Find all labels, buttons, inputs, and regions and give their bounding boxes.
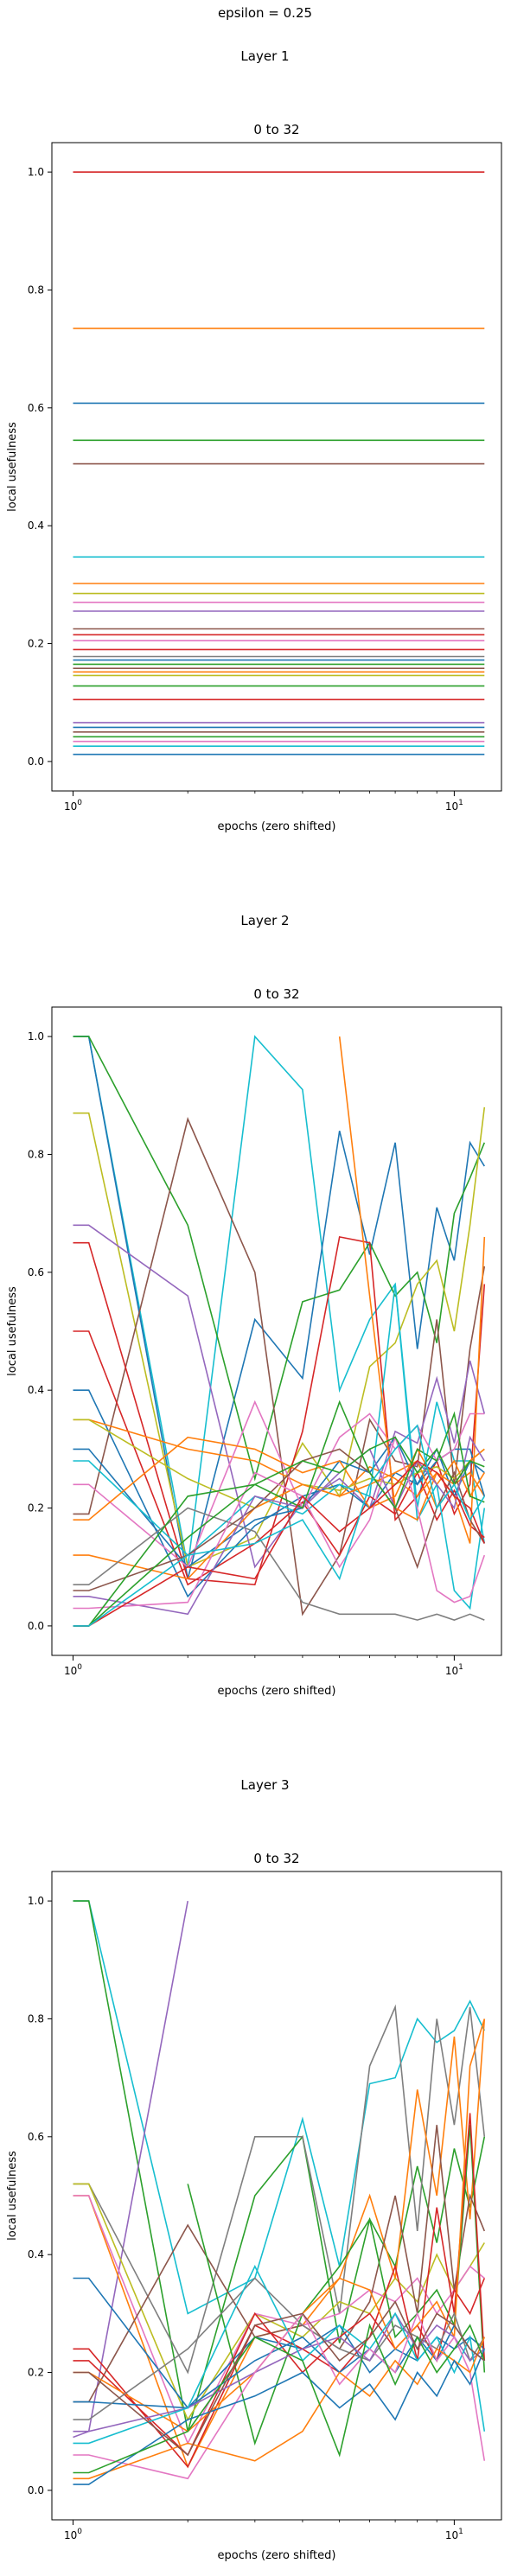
series-line-5 — [73, 1117, 486, 1616]
series-line-18 — [73, 1507, 485, 1621]
chart-title: 0 to 32 — [253, 122, 299, 137]
series-line-3 — [73, 1900, 188, 2439]
x-tick-label: 100 — [64, 2528, 82, 2541]
y-tick-label: 1.0 — [28, 1030, 44, 1043]
series-line-20 — [73, 2348, 486, 2485]
layer-1-title: Layer 1 — [240, 48, 290, 64]
y-tick-label: 0.4 — [28, 1384, 44, 1396]
chart-title: 0 to 32 — [253, 1851, 299, 1866]
series-line-13 — [73, 2018, 486, 2433]
series-line-19 — [73, 2337, 486, 2480]
x-axis-label: epochs (zero shifted) — [218, 820, 336, 833]
series-line-23 — [73, 1400, 485, 1627]
y-tick-label: 0.4 — [28, 520, 44, 532]
series-line-21 — [73, 2323, 486, 2474]
series-line-16 — [338, 1036, 486, 1544]
x-tick-label: 101 — [445, 799, 463, 813]
plot-frame — [51, 142, 502, 792]
layer-2-title: Layer 2 — [240, 913, 290, 928]
series-line-4 — [73, 2004, 486, 2375]
figure-suptitle: epsilon = 0.25 — [217, 5, 313, 21]
series-line-22 — [73, 2300, 485, 2457]
y-tick-label: 0.6 — [28, 1266, 44, 1278]
y-tick-label: 1.0 — [28, 1895, 44, 1907]
series-group — [73, 171, 485, 756]
y-tick-label: 0.0 — [28, 2484, 44, 2496]
layer-1-chart: 0 to 32 0.0 0.2 0.4 0.6 0.8 1.0 100 101 epochs (z… — [6, 122, 502, 833]
plot-frame — [51, 1871, 502, 2521]
y-tick-label: 0.6 — [28, 2131, 44, 2143]
x-axis-label: epochs (zero shifted) — [218, 2549, 336, 2562]
y-axis-label: local usefulness — [6, 422, 19, 512]
series-group — [73, 1900, 486, 2485]
y-tick-label: 0.8 — [28, 284, 44, 296]
y-axis-label: local usefulness — [6, 1286, 19, 1376]
y-tick-label: 0.8 — [28, 1148, 44, 1160]
series-line-4 — [73, 1106, 486, 1568]
x-axis-label: epochs (zero shifted) — [218, 1685, 336, 1698]
x-tick-label: 101 — [445, 1663, 463, 1677]
series-line-11 — [73, 1419, 485, 1509]
series-line-2 — [73, 1036, 485, 1579]
chart-title: 0 to 32 — [253, 986, 299, 1002]
y-tick-label: 0.6 — [28, 402, 44, 414]
y-axis-label: local usefulness — [6, 2151, 19, 2241]
series-line-25 — [73, 1424, 485, 1627]
layer-3-title: Layer 3 — [240, 1777, 290, 1793]
series-line-12 — [73, 2278, 486, 2457]
layer-3-chart: 0 to 32 0.0 0.2 0.4 0.6 0.8 1.0 100 101 epochs (z… — [6, 1851, 502, 2562]
series-line-6 — [73, 1224, 486, 1569]
y-tick-label: 0.0 — [28, 1620, 44, 1632]
y-tick-label: 0.2 — [28, 1502, 44, 1514]
series-line-18 — [73, 2311, 486, 2480]
x-tick-label: 101 — [445, 2528, 463, 2541]
y-tick-label: 0.8 — [28, 2012, 44, 2024]
plot-frame — [51, 1006, 502, 1656]
series-group — [73, 1035, 486, 1627]
series-line-24 — [73, 1459, 486, 1627]
layer-2-chart: 0 to 32 0.0 0.2 0.4 0.6 0.8 1.0 100 101 epochs (z… — [6, 986, 502, 1698]
y-tick-label: 0.2 — [28, 638, 44, 650]
x-tick-label: 100 — [64, 1663, 82, 1677]
x-tick-label: 100 — [64, 799, 82, 813]
y-tick-label: 0.0 — [28, 756, 44, 768]
series-line-1 — [73, 1900, 486, 2315]
y-tick-label: 0.4 — [28, 2248, 44, 2260]
series-line-21 — [73, 1435, 486, 1610]
y-tick-label: 1.0 — [28, 166, 44, 178]
y-tick-label: 0.2 — [28, 2367, 44, 2379]
